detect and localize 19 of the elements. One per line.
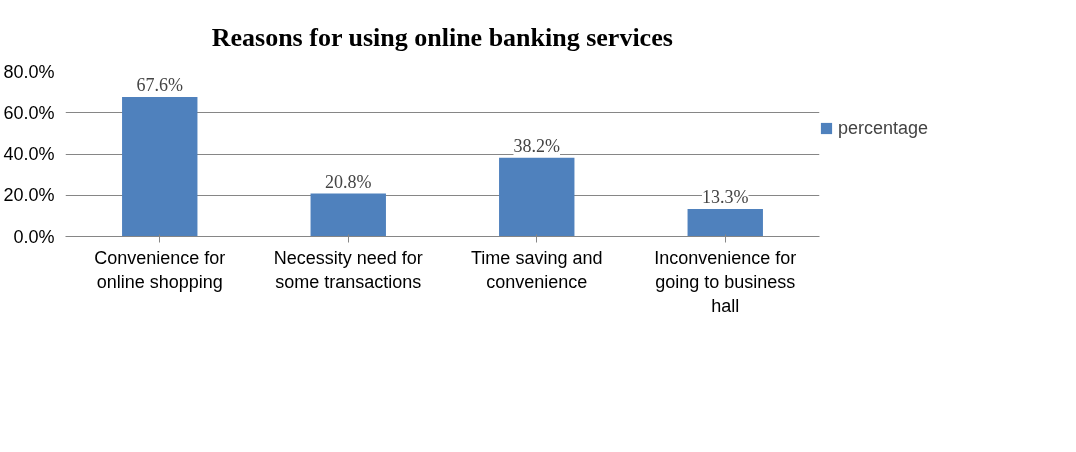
data-label: 38.2% bbox=[513, 135, 560, 156]
x-tick-label: Inconvenience for going to business hall bbox=[654, 247, 797, 316]
data-label: 20.8% bbox=[325, 171, 372, 192]
y-tick-label: 80.0% bbox=[3, 61, 55, 82]
legend-label: percentage bbox=[838, 117, 929, 139]
bar bbox=[122, 97, 198, 237]
y-tick-label: 40.0% bbox=[3, 144, 55, 164]
y-tick-label: 0.0% bbox=[13, 226, 55, 247]
x-tick-label: Necessity need for some transactions bbox=[273, 247, 423, 292]
y-tick-label: 60.0% bbox=[3, 102, 55, 123]
bar bbox=[499, 157, 575, 237]
chart-title: Reasons for using online banking services bbox=[211, 22, 673, 52]
bar bbox=[687, 209, 763, 237]
data-label: 67.6% bbox=[136, 75, 183, 96]
bar bbox=[310, 193, 386, 237]
data-label: 13.3% bbox=[702, 187, 749, 208]
y-tick-label: 20.0% bbox=[3, 185, 55, 206]
x-tick-label: Time saving and convenience bbox=[471, 247, 603, 292]
x-tick-label: Convenience for online shopping bbox=[94, 247, 226, 292]
